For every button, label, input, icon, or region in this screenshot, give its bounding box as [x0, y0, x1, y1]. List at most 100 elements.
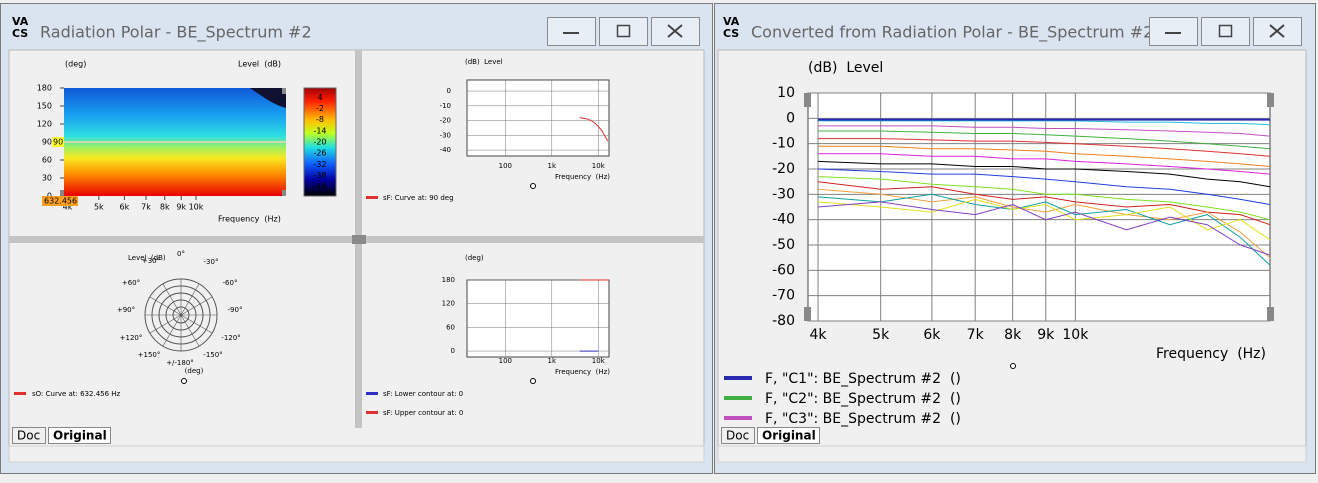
- legend-label: F, "C2": BE_Spectrum #2 (): [765, 391, 961, 407]
- y-tick-label: -70: [772, 288, 795, 304]
- legend-label: sF: Upper contour at: 0: [383, 409, 463, 417]
- data-line: [818, 120, 1271, 126]
- status-bar: [8, 445, 705, 463]
- axis-label: Level (dB): [128, 254, 166, 262]
- tab[interactable]: [757, 427, 820, 444]
- handle: [804, 93, 811, 107]
- data-line: [817, 193, 1271, 266]
- x-tick-label: 9k: [176, 203, 186, 212]
- angle-label: +90°: [117, 306, 135, 314]
- tab[interactable]: [721, 427, 755, 444]
- minimize-button[interactable]: [1149, 17, 1198, 46]
- axis-label: Frequency (Hz): [555, 173, 610, 181]
- axis-label: Frequency (Hz): [555, 368, 610, 376]
- y-tick-label: 0: [447, 87, 451, 95]
- y-tick-label: 60: [42, 156, 52, 165]
- indicator: [1010, 363, 1016, 369]
- minimize-button[interactable]: [547, 17, 596, 46]
- axis-label: (deg): [65, 60, 86, 69]
- y-tick-label: -20: [440, 117, 451, 125]
- app-icon: VA: [723, 15, 740, 28]
- legend-swatch: [366, 411, 378, 414]
- handle: [282, 88, 286, 94]
- app-icon: CS: [723, 27, 739, 40]
- legend-swatch: [366, 392, 378, 395]
- colorbar-label: -8: [316, 115, 324, 124]
- y-tick-label: 180: [442, 276, 455, 284]
- y-tick-label: -10: [772, 136, 795, 152]
- angle-label: -60°: [223, 279, 238, 287]
- content: (deg) Level (dB) Frequency (Hz) 180 150 120 90…: [12, 58, 1274, 444]
- legend-label: sF: Curve at: 90 deg: [383, 194, 454, 202]
- angle-label: -120°: [221, 334, 240, 342]
- colorbar-label: -38: [313, 171, 326, 180]
- cursor-angle: 90: [53, 138, 63, 147]
- tab[interactable]: [12, 427, 46, 444]
- icon: [1218, 24, 1233, 38]
- y-tick-label: 150: [37, 102, 52, 111]
- y-tick-label: -40: [772, 212, 795, 228]
- colorbar-label: -44: [313, 182, 326, 191]
- indicator: [181, 378, 187, 384]
- y-tick-label: -40: [440, 146, 451, 154]
- angle-label: -90°: [228, 306, 243, 314]
- colorbar-label: -2: [316, 104, 324, 113]
- axis-label: Frequency (Hz): [1156, 346, 1266, 362]
- angle-label: +30°: [142, 257, 160, 265]
- tab-label: Doc: [726, 429, 749, 443]
- y-tick-label: -60: [772, 262, 795, 278]
- heatmap-dark-region: [250, 88, 286, 108]
- x-tick-label: 7k: [141, 203, 151, 212]
- window-buttons: [1149, 17, 1302, 46]
- axis-label: (dB) Level: [808, 60, 883, 76]
- splitter-handle[interactable]: [352, 235, 366, 244]
- cursor-label-box: [52, 137, 64, 147]
- data-line: [817, 181, 1271, 226]
- icon: [1269, 24, 1285, 38]
- legend-label: sO: Curve at: 632.456 Hz: [32, 390, 121, 398]
- x-tick-label: 7k: [967, 327, 985, 343]
- data-line: [817, 176, 1271, 221]
- y-tick-label: -50: [772, 237, 795, 253]
- icon: [616, 24, 631, 38]
- x-tick-label: 5k: [872, 327, 890, 343]
- y-tick-label: 180: [37, 84, 52, 93]
- y-tick-label: 30: [42, 174, 52, 183]
- y-tick-label: 90: [42, 138, 52, 147]
- x-tick-label: 10k: [592, 357, 606, 365]
- x-tick-label: 10k: [1062, 327, 1089, 343]
- axis-label: Level (dB): [238, 60, 281, 69]
- y-tick-label: -30: [440, 131, 451, 139]
- angle-label: +150°: [138, 351, 161, 359]
- tab[interactable]: [48, 427, 111, 444]
- legend-label: sF: Lower contour at: 0: [383, 390, 463, 398]
- window-buttons: [547, 17, 700, 46]
- y-tick-label: -10: [440, 102, 451, 110]
- x-tick-label: 8k: [1004, 327, 1022, 343]
- y-tick-label: -20: [772, 161, 795, 177]
- indicator: [530, 183, 536, 189]
- close-button[interactable]: [651, 17, 700, 46]
- colorbar-label: 4: [317, 93, 322, 102]
- colorbar-label: -20: [313, 138, 326, 147]
- handle: [1267, 307, 1274, 321]
- data-line: [818, 153, 1271, 175]
- data-line: [818, 145, 1271, 167]
- polar-grid: [144, 278, 218, 352]
- x-tick-label: 100: [499, 357, 512, 365]
- x-tick-label: 5k: [94, 203, 104, 212]
- y-tick-label: 120: [442, 300, 455, 308]
- handle: [282, 190, 286, 196]
- maximize-button[interactable]: [1201, 17, 1250, 46]
- colorbar-label: -14: [313, 126, 326, 135]
- angle-label: -150°: [203, 351, 222, 359]
- status-bar: [717, 445, 1307, 463]
- x-tick-label: 10k: [592, 162, 606, 170]
- x-tick-label: 4k: [809, 327, 827, 343]
- axis-label: (dB) Level: [465, 58, 503, 66]
- handle: [1267, 93, 1274, 107]
- maximize-button[interactable]: [599, 17, 648, 46]
- data-line: [817, 168, 1271, 205]
- x-tick-label: 9k: [1037, 327, 1055, 343]
